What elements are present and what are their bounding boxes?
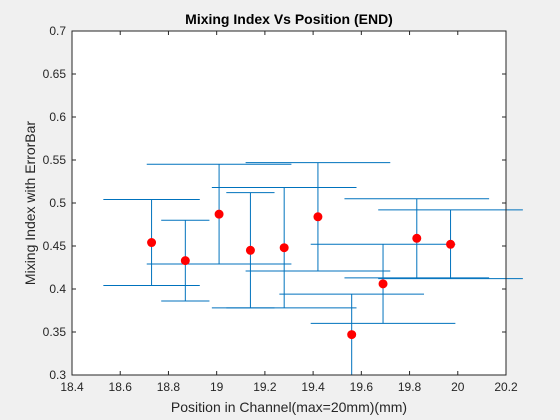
data-point bbox=[347, 330, 357, 340]
data-point bbox=[180, 256, 190, 266]
x-tick-label: 18.8 bbox=[157, 380, 181, 394]
data-point bbox=[147, 238, 157, 248]
y-ticks-group: 0.3 0.35 0.4 0.45 0.5 0.55 0.6 0.65 0.7 bbox=[43, 24, 506, 382]
data-point bbox=[245, 245, 255, 255]
data-point bbox=[313, 212, 323, 222]
data-point bbox=[279, 243, 289, 253]
data-point bbox=[378, 279, 388, 289]
y-tick-label: 0.5 bbox=[49, 196, 66, 210]
y-tick-label: 0.6 bbox=[49, 110, 66, 124]
x-tick-label: 20 bbox=[451, 380, 465, 394]
x-tick-label: 19 bbox=[210, 380, 224, 394]
y-tick-label: 0.65 bbox=[43, 67, 67, 81]
data-point bbox=[412, 233, 422, 243]
x-axis-label: Position in Channel(max=20mm)(mm) bbox=[171, 399, 407, 415]
y-tick-label: 0.7 bbox=[49, 24, 66, 38]
x-tick-label: 19.4 bbox=[301, 380, 325, 394]
x-tick-label: 18.6 bbox=[109, 380, 133, 394]
data-point bbox=[446, 239, 456, 249]
x-ticks-group: 18.4 18.6 18.8 19 19.2 19.4 19.6 19.8 20 20.2 bbox=[60, 31, 518, 394]
y-tick-label: 0.55 bbox=[43, 153, 67, 167]
y-tick-label: 0.3 bbox=[49, 368, 66, 382]
x-tick-label: 19.6 bbox=[350, 380, 374, 394]
plot-area bbox=[72, 31, 506, 375]
x-tick-label: 18.4 bbox=[60, 380, 84, 394]
y-tick-label: 0.4 bbox=[49, 282, 66, 296]
x-tick-label: 19.2 bbox=[253, 380, 277, 394]
x-tick-label: 20.2 bbox=[494, 380, 518, 394]
chart-title: Mixing Index Vs Position (END) bbox=[185, 11, 393, 27]
x-tick-label: 19.8 bbox=[398, 380, 422, 394]
y-axis-label: Mixing Index with ErrorBar bbox=[22, 121, 38, 286]
data-point bbox=[214, 209, 224, 219]
markers-group bbox=[147, 209, 456, 340]
y-tick-label: 0.45 bbox=[43, 239, 67, 253]
y-tick-label: 0.35 bbox=[43, 325, 67, 339]
